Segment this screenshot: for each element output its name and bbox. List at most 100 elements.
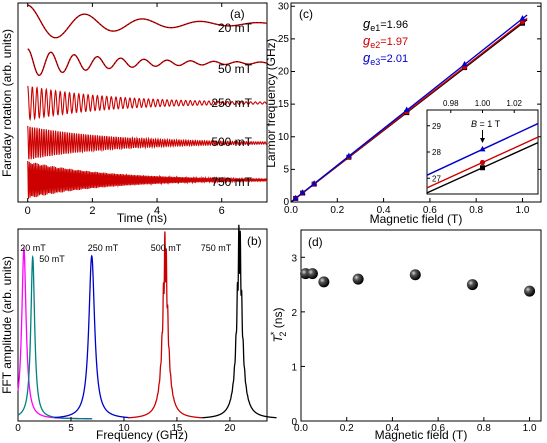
- y-tick-label: 2: [291, 308, 297, 319]
- panel-d-y-label-symbol: T: [271, 333, 285, 342]
- panel-b-x-label: Frequency (GHz): [96, 428, 188, 442]
- panel-d-x-label: Magnetic field (T): [375, 428, 468, 442]
- panel-b-x-ticks: 0 5 10 15 20: [15, 417, 236, 434]
- data-point: [299, 189, 306, 195]
- inset-x-tick-label: 1.00: [475, 99, 491, 108]
- y-tick-label: 3: [291, 253, 297, 264]
- data-point: [311, 180, 318, 186]
- fft-peak-20-mT: [17, 246, 93, 420]
- data-point: [306, 268, 318, 280]
- inset-arrow-head: [480, 138, 485, 143]
- trace-label: 500 mT: [211, 135, 252, 149]
- inset-data-point: [479, 145, 486, 152]
- inset-data-point: [480, 165, 485, 171]
- panel-d: (d) 0.0 0.2 0.4 0.6 0.8 1.0 0 1 2 3 Magnetic fiel…: [269, 229, 542, 442]
- panel-c-label: (c): [299, 7, 313, 21]
- panel-a-x-label: Time (ns): [117, 211, 167, 225]
- x-tick-label: 0.4: [377, 205, 391, 216]
- x-tick-label: 0: [25, 205, 31, 217]
- x-tick-label: 0.0: [284, 205, 298, 216]
- data-point: [466, 279, 478, 291]
- data-point: [409, 269, 421, 281]
- y-tick-label: 0: [283, 197, 289, 208]
- panel-a-y-label: Faraday rotation (arb. units): [0, 29, 14, 177]
- x-tick-label: 6: [219, 205, 225, 217]
- panel-d-frame: [300, 229, 542, 422]
- inset-annotation-value: = 1 T: [477, 119, 501, 129]
- x-tick-label: 2: [89, 205, 95, 217]
- panel-c-inset: 0.98 1.00 1.02 27 28 29 B = 1 T: [426, 99, 539, 195]
- panel-a-label: (a): [230, 7, 245, 21]
- panel-b-label: (b): [247, 234, 262, 248]
- panel-a-frame: [17, 2, 268, 203]
- panel-d-y-label: T*2 (ns): [269, 308, 288, 343]
- legend-entry: ge2=1.97: [363, 33, 408, 50]
- fft-peak-750-mT: [202, 224, 277, 419]
- legend-entry: ge3=2.01: [363, 50, 408, 67]
- inset-data-point: [479, 159, 486, 166]
- panel-d-y-label-units: (ns): [271, 308, 285, 332]
- legend-symbol: g: [363, 33, 371, 48]
- y-tick-label: 0: [291, 417, 297, 428]
- x-tick-label: 0.0: [294, 423, 308, 434]
- x-tick-label: 0.6: [431, 423, 445, 434]
- legend-symbol: g: [363, 16, 371, 31]
- panel-c-data-points: [292, 15, 526, 202]
- panel-d-y-label-sub: 2: [278, 332, 288, 337]
- trace-label: 20 mT: [218, 21, 253, 35]
- panel-d-ticks: 0.0 0.2 0.4 0.6 0.8 1.0 0 1 2 3: [291, 253, 537, 434]
- y-tick-label: 30: [278, 1, 290, 12]
- x-tick-label: 10: [118, 423, 130, 434]
- inset-annotation: B = 1 T: [471, 119, 501, 129]
- legend-value: =1.96: [380, 19, 408, 31]
- legend-value: =1.97: [380, 36, 408, 48]
- fft-peak-250-mT: [54, 254, 129, 419]
- fft-peak-label: 750 mT: [201, 243, 232, 253]
- legend-entry: ge1=1.96: [363, 16, 408, 33]
- fft-peak-500-mT: [128, 231, 203, 419]
- inset-x-tick-label: 0.98: [443, 99, 459, 108]
- trace-label: 50 mT: [218, 62, 253, 76]
- legend-subscript: e2: [370, 40, 380, 50]
- panel-d-label: (d): [308, 235, 323, 249]
- trace-750-mT: [27, 160, 268, 199]
- fft-peak-label: 50 mT: [39, 254, 65, 264]
- x-tick-label: 0.4: [385, 423, 399, 434]
- x-tick-label: 0.8: [477, 423, 491, 434]
- x-tick-label: 0.6: [423, 205, 437, 216]
- data-point: [403, 106, 410, 113]
- fft-peak-label: 20 mT: [20, 243, 46, 253]
- inset-annotation-symbol: B: [471, 119, 477, 129]
- panel-b-frame: [17, 228, 268, 422]
- panel-c-frame: [290, 2, 542, 203]
- legend-value: =2.01: [380, 53, 408, 65]
- inset-y-tick-label: 27: [432, 174, 441, 183]
- y-tick-label: 10: [278, 132, 290, 143]
- legend-symbol: g: [363, 50, 371, 65]
- fft-peak-50-mT: [17, 254, 93, 420]
- x-tick-label: 1.0: [516, 205, 530, 216]
- panel-a-x-ticks: 0 2 4 6: [25, 3, 225, 217]
- data-point: [318, 276, 330, 288]
- inset-y-tick-label: 29: [432, 122, 441, 131]
- y-tick-label: 20: [278, 67, 290, 78]
- data-point: [352, 273, 364, 285]
- panel-c-y-label: Larmor frequency (GHz): [264, 38, 278, 167]
- trace-label: 250 mT: [211, 96, 252, 110]
- x-tick-label: 0: [15, 423, 21, 434]
- data-point: [519, 15, 526, 21]
- trace-500-mT: [27, 125, 268, 160]
- panel-c-x-label: Magnetic field (T): [370, 212, 463, 226]
- x-tick-label: 0.2: [340, 423, 354, 434]
- fit-20-mT: [27, 4, 268, 39]
- panel-d-data-points: [300, 268, 536, 297]
- x-tick-label: 15: [171, 423, 183, 434]
- panel-a: (a) 20 mT 50 mT 250 mT 500 mT 750 mT 0 2 4 6 Ti…: [0, 2, 268, 225]
- y-tick-label: 5: [283, 164, 289, 175]
